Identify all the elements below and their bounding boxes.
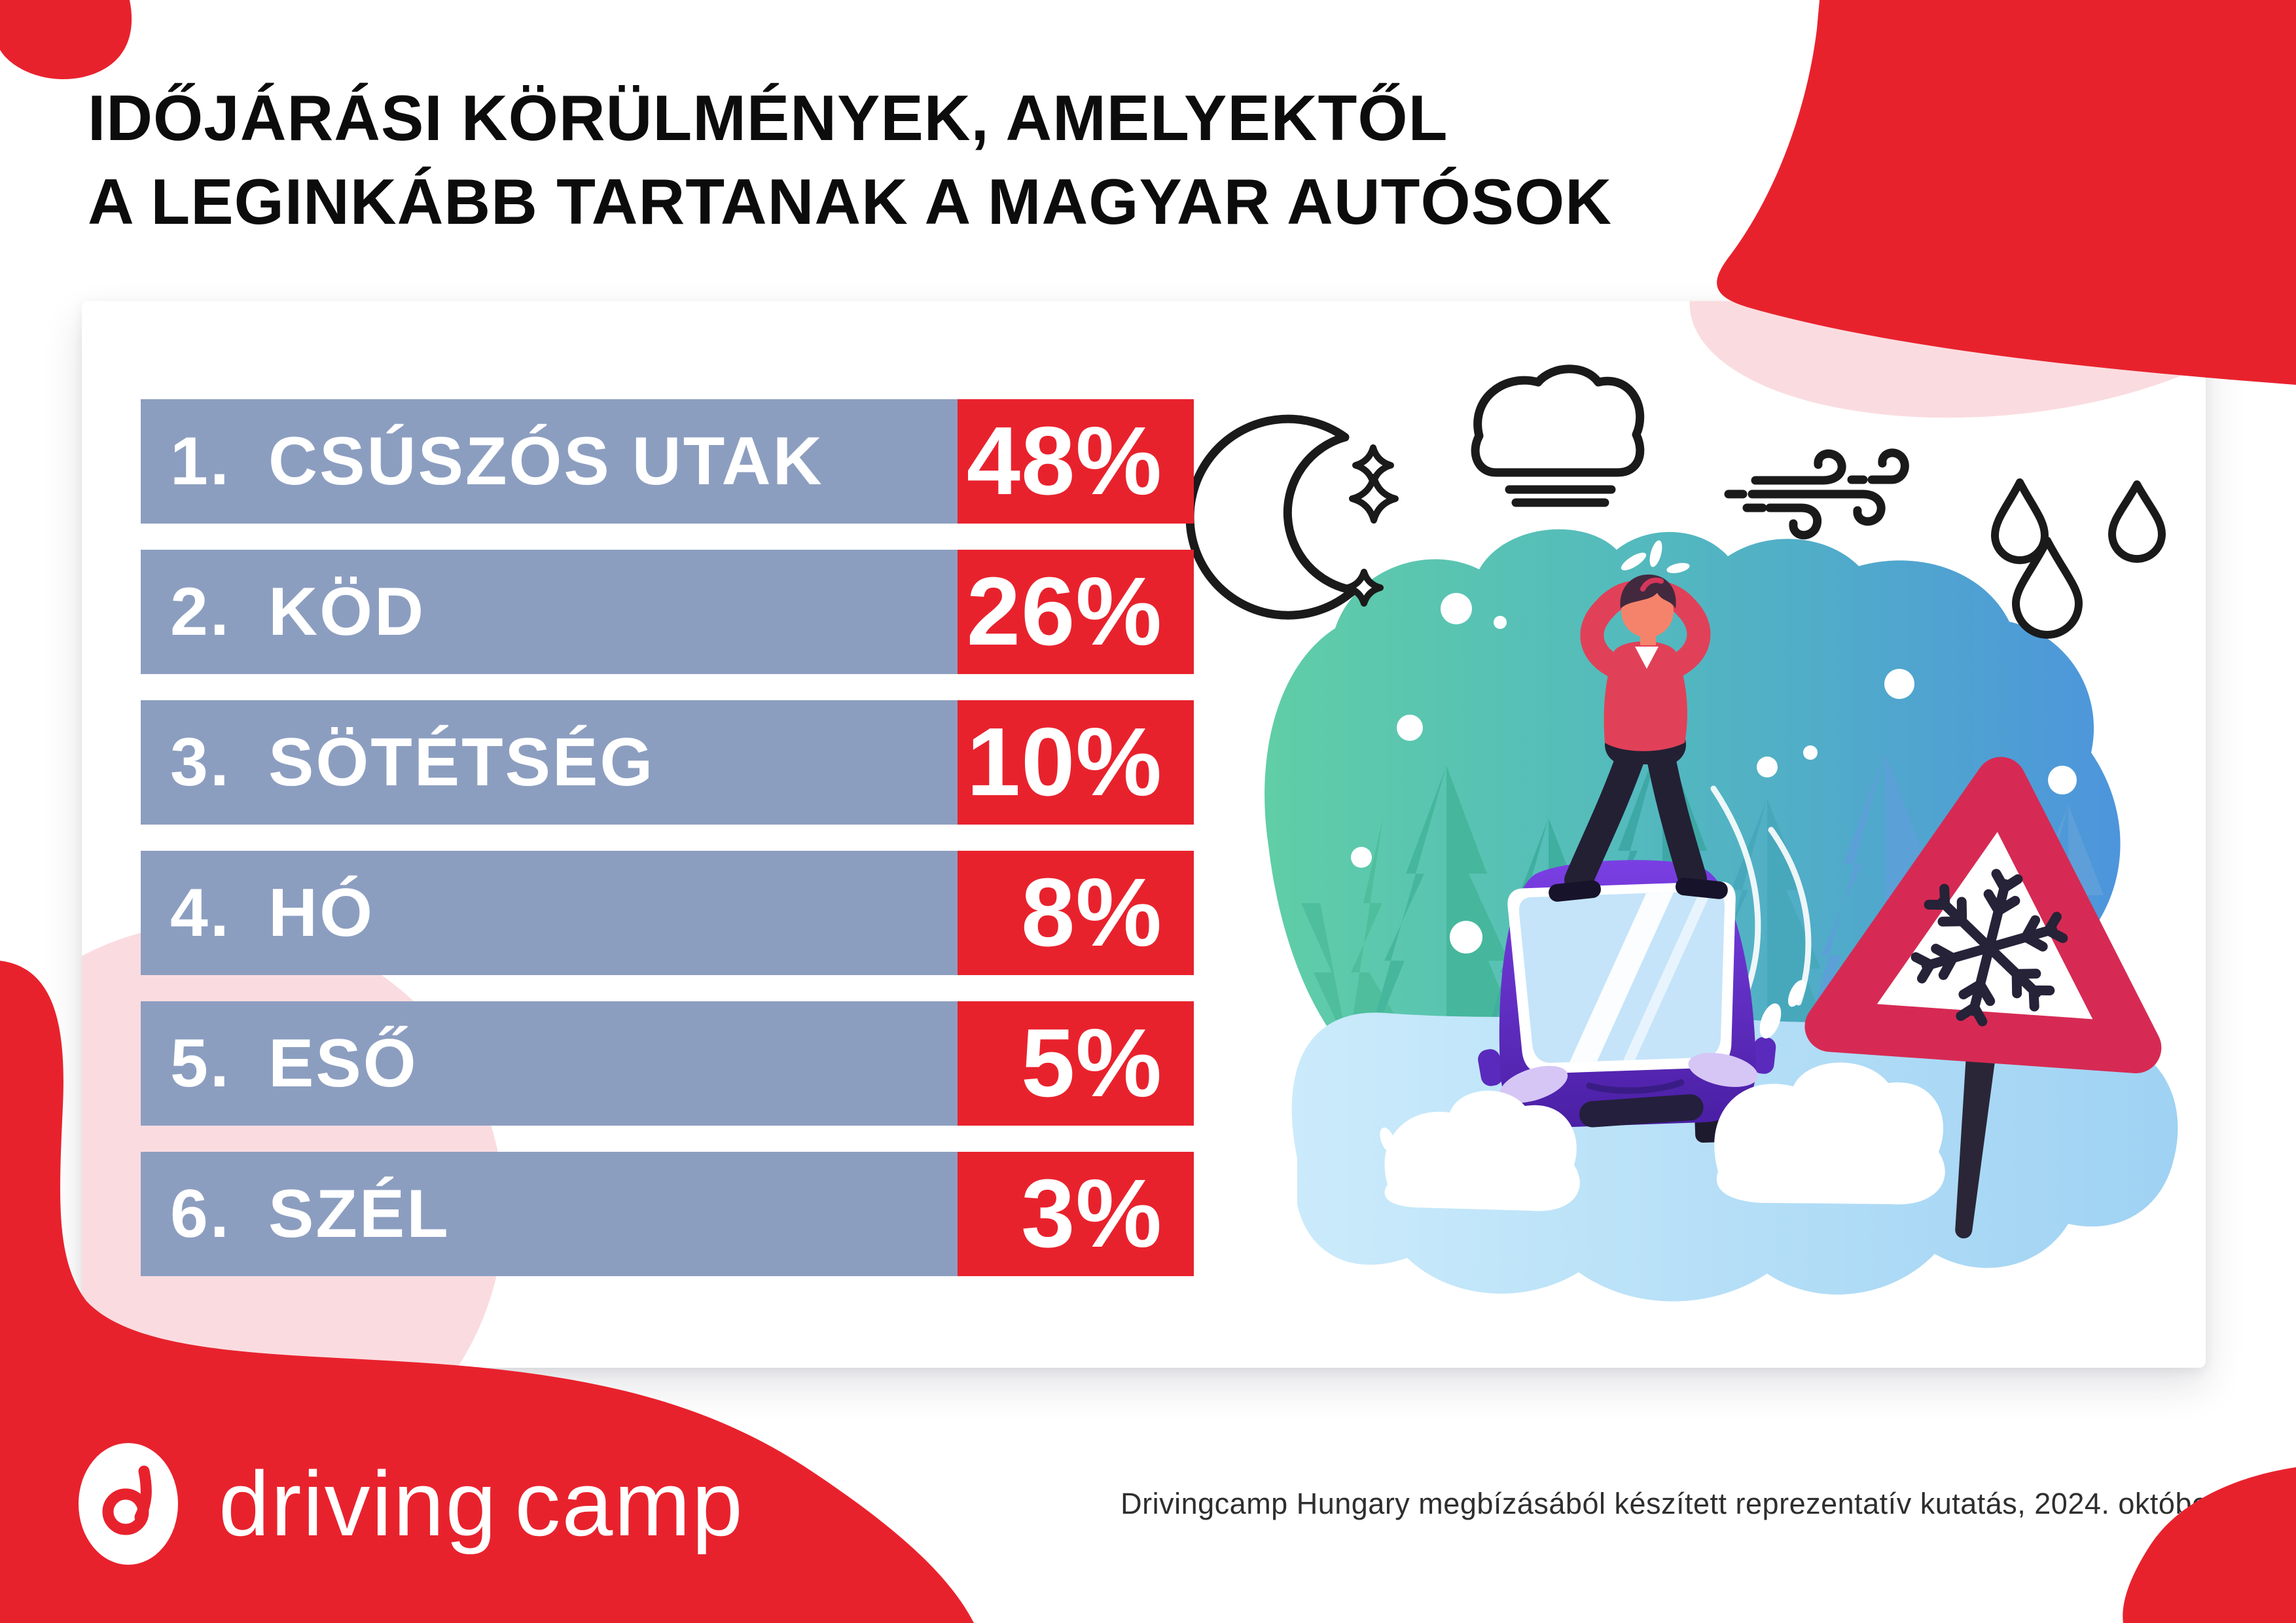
- drivingcamp-logo: driving camp: [79, 1443, 744, 1565]
- percentage-value: 48%: [958, 399, 1194, 524]
- pine-trees: [1301, 733, 2140, 1086]
- rank-label: 1.: [170, 423, 231, 499]
- percentage-value: 26%: [958, 550, 1194, 674]
- chart-row: 5. ESŐ 5%: [141, 1001, 1194, 1126]
- condition-label: HÓ: [268, 874, 374, 951]
- skid-swoosh-lines: [1710, 785, 1812, 1006]
- decor-red-blob-top-left: [0, 0, 132, 80]
- snowflake-icon: [1910, 868, 2068, 1027]
- panic-marks: [1621, 540, 1690, 592]
- logo-word-camp: camp: [514, 1452, 744, 1555]
- fog-cloud-icon: [1471, 365, 1645, 507]
- raindrop-icon: [1991, 478, 2166, 639]
- chart-row: 1. CSÚSZÓS UTAK 48%: [141, 399, 1194, 524]
- snow-mounds: [1380, 980, 1945, 1211]
- drivingcamp-logo-text: driving camp: [219, 1451, 744, 1557]
- condition-label: CSÚSZÓS UTAK: [268, 423, 824, 499]
- chart-row: 2. KÖD 26%: [141, 550, 1194, 674]
- logo-word-driving: driving: [219, 1452, 498, 1555]
- snowflake-warning-sign-icon: [1804, 757, 2162, 1239]
- rank-label: 2.: [170, 573, 231, 650]
- condition-label: SÖTÉTSÉG: [268, 724, 655, 800]
- condition-label: SZÉL: [268, 1175, 450, 1252]
- car-on-ice: [1478, 860, 1776, 1150]
- chart-row: 6. SZÉL 3%: [141, 1152, 1194, 1276]
- percentage-value: 5%: [958, 1001, 1194, 1126]
- page-title: IDŐJÁRÁSI KÖRÜLMÉNYEK, AMELYEKTŐL A LEGI…: [88, 76, 1612, 243]
- wind-icon: [1724, 448, 1909, 540]
- page-title-line2: A LEGINKÁBB TARTANAK A MAGYAR AUTÓSOK: [88, 166, 1613, 238]
- rank-label: 6.: [170, 1175, 231, 1252]
- chart-row: 3. SÖTÉTSÉG 10%: [141, 700, 1194, 825]
- condition-label: KÖD: [268, 573, 426, 650]
- source-note: Drivingcamp Hungary megbízásából készíte…: [1121, 1487, 2219, 1520]
- decor-pink-blob-top-right: [1677, 301, 2206, 442]
- percentage-value: 3%: [958, 1152, 1194, 1276]
- chart-card: 1. CSÚSZÓS UTAK 48% 2. KÖD 26% 3. SÖTÉTS…: [82, 301, 2206, 1368]
- drivingcamp-logo-mark-icon: [79, 1443, 178, 1565]
- moon-icon: [1185, 414, 1399, 620]
- panicking-driver-figure: [1549, 540, 1728, 902]
- rank-label: 3.: [170, 724, 231, 800]
- ranking-bar-chart: 1. CSÚSZÓS UTAK 48% 2. KÖD 26% 3. SÖTÉTS…: [141, 399, 1194, 1302]
- snowy-forest-blob: [1265, 529, 2140, 1102]
- percentage-value: 8%: [958, 851, 1194, 975]
- chart-row: 4. HÓ 8%: [141, 851, 1194, 975]
- rank-label: 5.: [170, 1025, 231, 1101]
- snow-dots: [1351, 593, 2077, 997]
- percentage-value: 10%: [958, 700, 1194, 825]
- condition-label: ESŐ: [268, 1025, 418, 1101]
- windshield: [1507, 881, 1736, 1074]
- page-title-line1: IDŐJÁRÁSI KÖRÜLMÉNYEK, AMELYEKTŐL: [88, 82, 1448, 154]
- ice-ground-blob: [1291, 1012, 2178, 1302]
- rank-label: 4.: [170, 874, 231, 951]
